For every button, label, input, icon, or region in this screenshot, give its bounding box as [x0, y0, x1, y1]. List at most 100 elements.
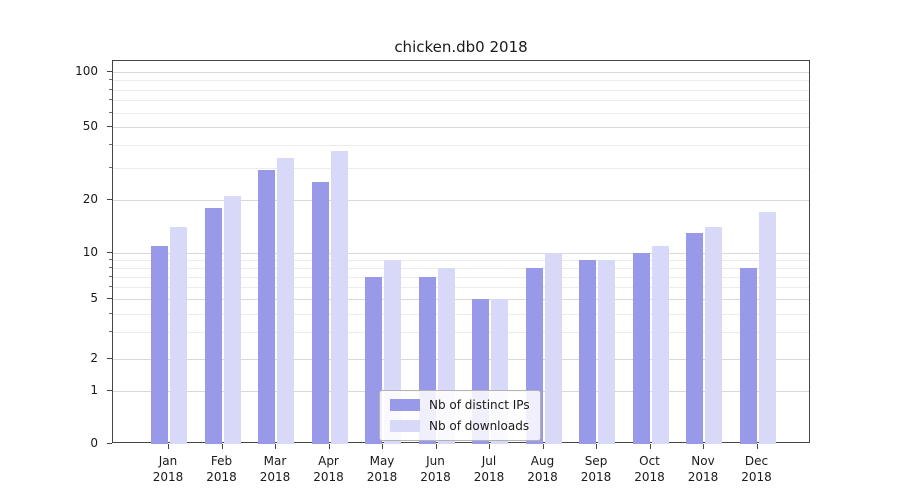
- gridline-major: [113, 253, 809, 254]
- legend: Nb of distinct IPs Nb of downloads: [379, 390, 541, 441]
- y-minor-tick-mark: [109, 88, 112, 90]
- x-tick-year: 2018: [152, 470, 184, 484]
- legend-item-distinct-ips: Nb of distinct IPs: [390, 398, 530, 412]
- x-tick-mark: [596, 444, 597, 449]
- bar-downloads: [277, 157, 294, 444]
- gridline-minor: [113, 267, 809, 269]
- bar-downloads: [330, 150, 348, 444]
- x-tick-label: Jan 2018: [138, 453, 198, 485]
- x-tick-month: May: [369, 454, 395, 468]
- y-tick-label: 5: [90, 291, 98, 305]
- legend-label-distinct-ips: Nb of distinct IPs: [429, 398, 530, 412]
- y-tick-label: 20: [82, 192, 98, 206]
- gridline-major: [113, 200, 809, 201]
- y-tick-label: 100: [75, 64, 98, 78]
- y-minor-tick-mark: [109, 99, 112, 101]
- x-axis: Jan 2018 Feb 2018 Mar 2018 Apr 2018 May 2018 Jun 20…: [112, 444, 810, 496]
- x-tick-label: May 2018: [352, 453, 412, 485]
- bar-downloads: [705, 227, 722, 444]
- x-tick-mark: [756, 444, 758, 449]
- bar-distinct-ips: [151, 245, 168, 444]
- legend-swatch-distinct-ips: [390, 399, 420, 411]
- legend-item-downloads: Nb of downloads: [390, 419, 530, 433]
- x-tick-mark: [703, 444, 704, 449]
- gridline-minor: [113, 276, 809, 278]
- x-tick-year: 2018: [580, 470, 612, 484]
- bar-downloads: [170, 227, 187, 444]
- y-minor-tick-mark: [109, 111, 112, 113]
- x-tick-mark: [489, 444, 490, 449]
- y-tick-mark: [107, 199, 112, 200]
- x-tick-year: 2018: [473, 470, 505, 484]
- x-tick-label: Feb 2018: [192, 453, 252, 485]
- y-minor-tick-mark: [109, 143, 112, 145]
- x-tick-mark: [435, 444, 437, 449]
- y-minor-tick-mark: [109, 266, 112, 268]
- x-tick-mark: [168, 444, 169, 449]
- chart-title: chicken.db0 2018: [394, 38, 528, 56]
- bar-distinct-ips: [579, 259, 596, 444]
- x-tick-label: Sep 2018: [566, 453, 626, 485]
- y-minor-tick-mark: [109, 285, 112, 287]
- bar-distinct-ips: [632, 253, 650, 444]
- x-tick-year: 2018: [741, 470, 772, 484]
- x-tick-mark: [275, 444, 276, 449]
- x-tick-mark: [328, 444, 330, 449]
- x-tick-mark: [221, 444, 223, 449]
- y-tick-mark: [107, 126, 112, 127]
- x-tick-year: 2018: [366, 470, 398, 484]
- x-tick-label: Apr 2018: [299, 453, 359, 485]
- bar-downloads: [758, 212, 776, 444]
- x-tick-month: Mar: [263, 454, 287, 468]
- y-tick-mark: [107, 390, 112, 391]
- x-tick-mark: [542, 444, 544, 449]
- legend-label-downloads: Nb of downloads: [429, 419, 530, 433]
- gridline-minor: [113, 89, 809, 91]
- x-tick-label: Oct 2018: [620, 453, 680, 485]
- x-tick-label: Mar 2018: [245, 453, 305, 485]
- x-tick-year: 2018: [687, 470, 719, 484]
- bar-downloads: [651, 245, 669, 444]
- gridline-minor: [113, 332, 809, 334]
- y-minor-tick-mark: [109, 166, 112, 168]
- legend-swatch-downloads: [390, 420, 420, 432]
- y-tick-label: 50: [82, 119, 98, 133]
- gridline-minor: [113, 112, 809, 114]
- y-tick-mark: [107, 71, 112, 72]
- x-tick-year: 2018: [634, 470, 665, 484]
- gridline-minor: [113, 144, 809, 146]
- y-tick-label: 1: [90, 383, 98, 397]
- gridline-minor: [113, 286, 809, 288]
- x-tick-label: Dec 2018: [727, 453, 787, 485]
- gridline-minor: [113, 313, 809, 315]
- y-tick-label: 2: [90, 351, 98, 365]
- x-tick-label: Jun 2018: [406, 453, 466, 485]
- bar-downloads: [544, 253, 562, 444]
- bar-downloads: [223, 196, 241, 444]
- gridline-minor: [113, 80, 809, 82]
- y-tick-mark: [107, 358, 112, 359]
- x-tick-month: Apr: [318, 454, 339, 468]
- y-tick-label: 10: [82, 245, 98, 259]
- x-tick-month: Jan: [158, 454, 178, 468]
- x-tick-month: Jun: [426, 454, 445, 468]
- y-tick-mark: [107, 252, 112, 253]
- bar-distinct-ips: [686, 232, 703, 444]
- y-minor-tick-mark: [109, 275, 112, 277]
- x-tick-month: Sep: [584, 454, 608, 468]
- x-tick-year: 2018: [313, 470, 344, 484]
- x-tick-year: 2018: [420, 470, 451, 484]
- y-axis: 100 50 20 10 5 2 1 0: [0, 60, 112, 450]
- x-tick-mark: [382, 444, 383, 449]
- x-tick-month: Jul: [481, 454, 497, 468]
- x-tick-month: Aug: [530, 454, 555, 468]
- x-tick-month: Oct: [639, 454, 660, 468]
- plot-area: Nb of distinct IPs Nb of downloads: [112, 60, 810, 444]
- bar-distinct-ips: [739, 267, 757, 444]
- x-tick-month: Feb: [210, 454, 233, 468]
- bar-distinct-ips: [204, 208, 222, 444]
- y-tick-mark: [107, 443, 112, 444]
- y-minor-tick-mark: [109, 79, 112, 81]
- y-minor-tick-mark: [109, 331, 112, 333]
